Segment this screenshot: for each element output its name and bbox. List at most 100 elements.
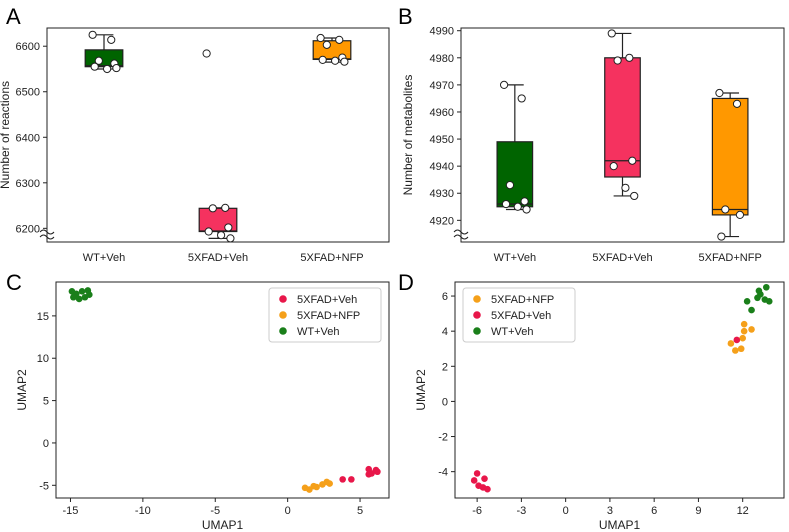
- scatter-point: [740, 320, 748, 328]
- plot-frame-b: [460, 27, 785, 243]
- y-tick-label: 6: [442, 291, 448, 303]
- legend-label: 5XFAD+Veh: [491, 310, 551, 322]
- x-tick-label: 5XFAD+Veh: [188, 252, 248, 264]
- box-iqr: [711, 97, 749, 216]
- legend-box: [462, 287, 576, 343]
- series-wt-veh: [68, 287, 93, 303]
- data-point: [226, 234, 235, 243]
- x-tick-label: -5: [210, 505, 220, 517]
- scatter-point: [755, 287, 763, 295]
- data-point: [621, 183, 630, 192]
- box-iqr: [604, 57, 641, 178]
- data-point: [217, 231, 226, 240]
- data-point: [103, 64, 112, 74]
- data-point: [501, 199, 511, 209]
- x-tick-label: -6: [472, 505, 482, 517]
- y-tick-label: 4: [442, 326, 448, 338]
- y-tick-label: 10: [37, 353, 49, 365]
- series-wt-veh: [743, 283, 773, 314]
- legend: 5XFAD+NFP 5XFAD+Veh WT+Veh: [462, 287, 576, 343]
- legend-marker: [279, 327, 287, 335]
- x-tick-label: 5: [357, 505, 363, 517]
- scatter-point: [75, 295, 83, 303]
- legend-label: 5XFAD+Veh: [297, 294, 357, 306]
- data-point: [94, 56, 103, 65]
- x-axis-label: UMAP1: [202, 518, 244, 532]
- data-point: [112, 63, 121, 73]
- legend-marker: [473, 295, 481, 303]
- y-tick-label: 15: [37, 311, 49, 323]
- y-tick-label: 6300: [16, 178, 40, 190]
- legend-marker: [473, 327, 481, 335]
- x-tick-label: -10: [135, 505, 151, 517]
- panel-b-boxplot: 4920 4930 4940 4950 4960 4970 4980 4990 Number o…: [401, 26, 785, 264]
- data-point: [625, 53, 634, 62]
- data-point: [520, 197, 529, 206]
- y-tick-label: 0: [442, 396, 448, 408]
- data-point: [513, 202, 522, 211]
- data-point: [322, 40, 331, 49]
- data-point: [316, 33, 325, 43]
- y-tick-label: -4: [438, 467, 448, 479]
- box-group-5xfad-nfp: [312, 33, 352, 66]
- series-5xfad-veh: [339, 465, 381, 483]
- data-point: [90, 62, 99, 71]
- y-tick-label: 6600: [16, 41, 40, 53]
- panel-letter-d: D: [398, 270, 414, 295]
- x-tick-label: -15: [63, 505, 79, 517]
- y-tick-label: 6500: [16, 87, 40, 99]
- data-point: [335, 35, 344, 44]
- data-point: [331, 56, 340, 65]
- box-iqr: [496, 141, 534, 208]
- legend-marker: [279, 311, 287, 319]
- y-tick-label: 4970: [430, 80, 454, 92]
- panel-letter-c: C: [6, 270, 22, 295]
- scatter-point: [481, 475, 488, 482]
- y-axis-label: UMAP2: [15, 369, 29, 411]
- scatter-point: [748, 326, 755, 333]
- scatter-point: [470, 477, 478, 484]
- data-point: [318, 55, 327, 64]
- scatter-point: [473, 470, 481, 477]
- legend: 5XFAD+Veh 5XFAD+NFP WT+Veh: [268, 287, 382, 343]
- legend-label: WT+Veh: [491, 326, 534, 338]
- plot-frame-a: [46, 27, 390, 243]
- y-tick-label: 4980: [430, 53, 454, 65]
- data-point: [732, 99, 742, 108]
- x-tick-label: 0: [285, 505, 291, 517]
- scatter-point: [78, 288, 86, 295]
- x-tick-label: 3: [607, 505, 613, 517]
- box-group-5xfad-nfp: [711, 88, 749, 241]
- y-axis-label: Number of reactions: [0, 81, 12, 189]
- scatter-point: [374, 468, 381, 476]
- data-point: [609, 162, 618, 171]
- data-point: [224, 223, 233, 232]
- y-tick-label: 5: [43, 396, 49, 408]
- scatter-point: [740, 327, 748, 335]
- panel-letter-b: B: [398, 4, 413, 29]
- panel-letter-a: A: [6, 4, 21, 29]
- y-tick-label: 4960: [430, 107, 454, 119]
- data-point: [721, 205, 730, 214]
- x-tick-label: 5XFAD+Veh: [592, 252, 652, 264]
- legend-marker: [473, 311, 481, 319]
- scatter-point: [765, 298, 773, 305]
- scatter-point: [365, 470, 373, 478]
- y-tick-label: 0: [43, 438, 49, 450]
- legend-box: [268, 287, 382, 343]
- legend-marker: [279, 295, 287, 303]
- scatter-point: [310, 482, 318, 490]
- scatter-point: [733, 336, 741, 344]
- x-tick-label: 6: [651, 505, 657, 517]
- box-group-5xfad-veh: [604, 29, 641, 201]
- data-point: [628, 156, 637, 165]
- y-axis-label: Number of metabolites: [401, 75, 415, 196]
- x-axis-label: UMAP1: [599, 518, 641, 532]
- data-point: [717, 232, 726, 241]
- scatter-point: [727, 340, 735, 347]
- data-point: [715, 88, 724, 98]
- data-point: [735, 210, 745, 220]
